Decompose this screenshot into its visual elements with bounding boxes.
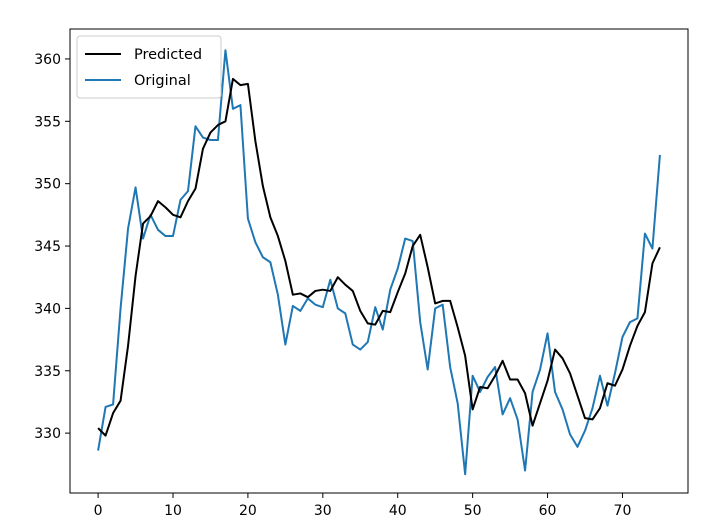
y-tick-label: 360 bbox=[34, 52, 61, 68]
x-tick-label: 60 bbox=[539, 503, 557, 519]
legend-label-original: Original bbox=[134, 73, 191, 89]
plot-lines bbox=[97, 49, 661, 476]
y-tick-label: 345 bbox=[34, 239, 61, 255]
y-tick-label: 350 bbox=[34, 177, 61, 193]
y-axis-ticks: 330 335 340 345 350 355 360 bbox=[34, 52, 70, 442]
x-tick-label: 30 bbox=[314, 503, 332, 519]
x-axis-ticks: 0 10 20 30 40 50 60 70 bbox=[94, 493, 632, 519]
y-tick-label: 330 bbox=[34, 426, 61, 442]
x-tick-label: 0 bbox=[94, 503, 103, 519]
legend-label-predicted: Predicted bbox=[134, 47, 202, 63]
x-tick-label: 50 bbox=[464, 503, 482, 519]
y-tick-label: 340 bbox=[34, 301, 61, 317]
series-line-predicted bbox=[97, 77, 661, 437]
y-tick-label: 335 bbox=[34, 364, 61, 380]
plot-area-frame bbox=[69, 28, 689, 494]
legend-box bbox=[76, 35, 222, 99]
legend: Predicted Original bbox=[76, 35, 222, 99]
x-tick-label: 20 bbox=[239, 503, 257, 519]
x-tick-label: 40 bbox=[389, 503, 407, 519]
x-tick-label: 70 bbox=[614, 503, 632, 519]
x-tick-label: 10 bbox=[164, 503, 182, 519]
y-tick-label: 355 bbox=[34, 114, 61, 130]
